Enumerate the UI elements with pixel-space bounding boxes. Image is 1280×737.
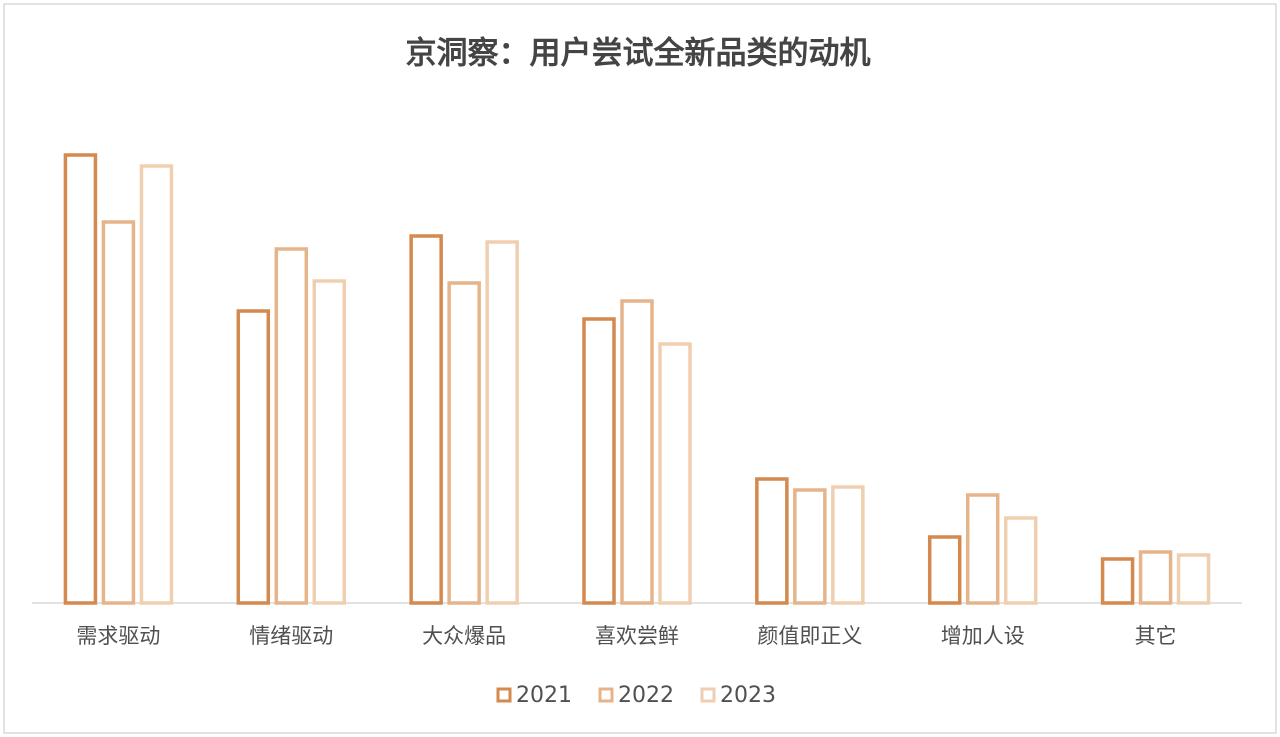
legend-label: 2023 [720, 683, 776, 708]
x-tick-label: 其它 [1135, 624, 1177, 648]
bar [485, 240, 519, 605]
bar [236, 309, 271, 605]
x-tick-label: 增加人设 [941, 624, 1025, 648]
x-tick-label: 喜欢尝鲜 [595, 624, 679, 648]
bar [793, 488, 827, 605]
x-tick-label: 颜值即正义 [757, 624, 862, 648]
bar [1176, 553, 1211, 605]
bar [831, 485, 865, 605]
chart-title: 京洞察：用户尝试全新品类的动机 [406, 36, 871, 72]
bar [63, 153, 98, 605]
bar [927, 535, 962, 605]
bar [1100, 557, 1135, 605]
bar [312, 279, 347, 605]
bar [447, 281, 481, 605]
legend-label: 2021 [516, 683, 572, 708]
bar [139, 164, 174, 605]
legend-swatch [496, 687, 512, 703]
x-tick-label: 情绪驱动 [249, 624, 333, 648]
legend-swatch [598, 687, 614, 703]
bar [965, 493, 1000, 605]
bar [582, 317, 616, 605]
x-tick-label: 需求驱动 [76, 624, 160, 648]
bar [1003, 516, 1038, 605]
legend-swatch [700, 687, 716, 703]
bar [658, 342, 692, 605]
bar [1138, 550, 1173, 605]
bar [101, 220, 136, 605]
bar [274, 247, 309, 605]
bar [620, 299, 654, 605]
x-tick-label: 大众爆品 [422, 624, 506, 648]
bar [409, 234, 443, 605]
legend-label: 2022 [618, 683, 674, 708]
bar [755, 477, 789, 605]
